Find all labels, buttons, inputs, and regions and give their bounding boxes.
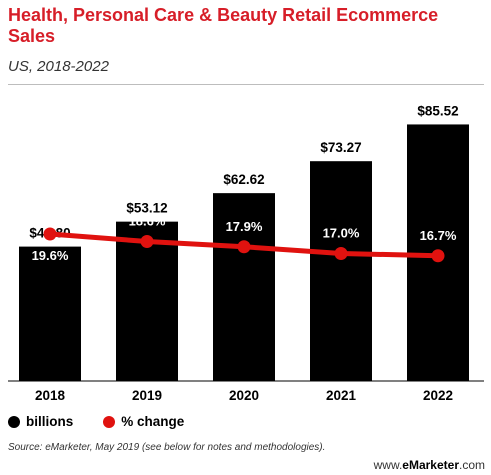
bar-2019 [116,221,178,381]
chart-title: Health, Personal Care & Beauty Retail Ec… [8,5,439,46]
bar-value-label-2022: $85.52 [417,103,458,118]
change-label-2020: 17.9% [226,219,263,234]
change-label-2019: 18.6% [129,214,166,229]
legend-swatch-change [103,415,116,428]
change-point-2022 [431,249,445,263]
chart-area: $44.80$53.12$62.62$73.27$85.52 201820192… [8,103,484,403]
title-divider [8,84,484,85]
bar-2018 [19,246,81,381]
legend-item-billions: billions [8,414,73,429]
x-tick-2018: 2018 [35,388,66,403]
brand-logo: www.eMarketer.com [374,458,485,472]
legend: billions % change [8,414,214,429]
bar-2020 [213,193,275,381]
change-point-2018 [43,227,57,241]
change-point-2019 [140,235,154,248]
source-note: Source: eMarketer, May 2019 (see below f… [8,442,326,453]
x-tick-2020: 2020 [229,388,259,403]
change-label-2018: 19.6% [32,248,69,263]
change-line-group: 19.6% 18.6% 17.9% 17.0% 16.7% [32,214,457,264]
brand-name: eMarketer [402,458,459,472]
x-tick-2022: 2022 [423,388,453,403]
bars-group [19,124,469,381]
legend-label-change: % change [121,414,185,429]
legend-swatch-billions [8,415,20,428]
x-tick-2019: 2019 [132,388,162,403]
bar-value-label-2021: $73.27 [320,140,361,155]
change-label-2021: 17.0% [323,226,360,241]
brand-prefix: www. [373,458,403,472]
legend-label-billions: billions [26,414,74,429]
chart-subtitle: US, 2018-2022 [8,58,109,75]
x-tick-2021: 2021 [326,388,357,403]
change-point-2020 [237,240,251,254]
legend-item-change: % change [103,414,184,429]
bar-value-label-2020: $62.62 [223,172,264,187]
brand-suffix: .com [458,458,485,472]
bar-2021 [310,161,372,381]
change-label-2022: 16.7% [420,228,457,243]
change-point-2021 [334,247,348,260]
x-tick-labels: 2018 2019 2020 2021 2022 [35,388,453,403]
bar-value-label-2019: $53.12 [126,201,167,216]
